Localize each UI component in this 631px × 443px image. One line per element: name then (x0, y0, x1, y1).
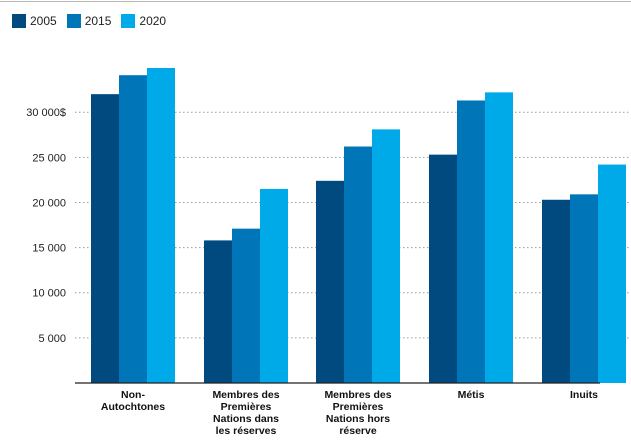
x-category-label: réserve (339, 425, 377, 437)
x-category-label: Nations dans (213, 413, 279, 425)
x-category-label: Premières (221, 401, 272, 413)
x-category-label: Inuits (570, 389, 598, 401)
x-category-label: Non- (121, 389, 145, 401)
bar-2005-3 (429, 155, 457, 383)
y-tick-label: 15 000 (32, 243, 66, 255)
bar-2020-0 (147, 68, 175, 383)
bar-2005-4 (542, 200, 570, 383)
y-tick-label: 30 000$ (26, 107, 66, 119)
y-tick-label: 20 000 (32, 197, 66, 209)
x-category-label: Métis (458, 389, 485, 401)
bar-2005-1 (204, 240, 232, 383)
bar-2015-0 (119, 75, 147, 383)
y-tick-label: 25 000 (32, 152, 66, 164)
x-category-label: Premières (333, 401, 384, 413)
y-tick-label: 5 000 (38, 333, 66, 345)
x-category-label: Autochtones (101, 401, 165, 413)
bar-2005-0 (91, 94, 119, 383)
x-category-label: Nations hors (326, 413, 390, 425)
bar-2015-4 (570, 194, 598, 383)
bar-2005-2 (316, 181, 344, 383)
y-tick-label: 10 000 (32, 288, 66, 300)
bar-2020-4 (598, 165, 626, 383)
x-category-label: Membres des (212, 389, 279, 401)
bar-2015-1 (232, 229, 260, 383)
bar-2020-2 (372, 129, 400, 383)
bar-2020-3 (485, 92, 513, 383)
bar-2015-2 (344, 147, 372, 383)
x-category-label: les réserves (216, 425, 277, 437)
bar-2015-3 (457, 100, 485, 383)
bar-2020-1 (260, 189, 288, 383)
x-category-label: Membres des (324, 389, 391, 401)
